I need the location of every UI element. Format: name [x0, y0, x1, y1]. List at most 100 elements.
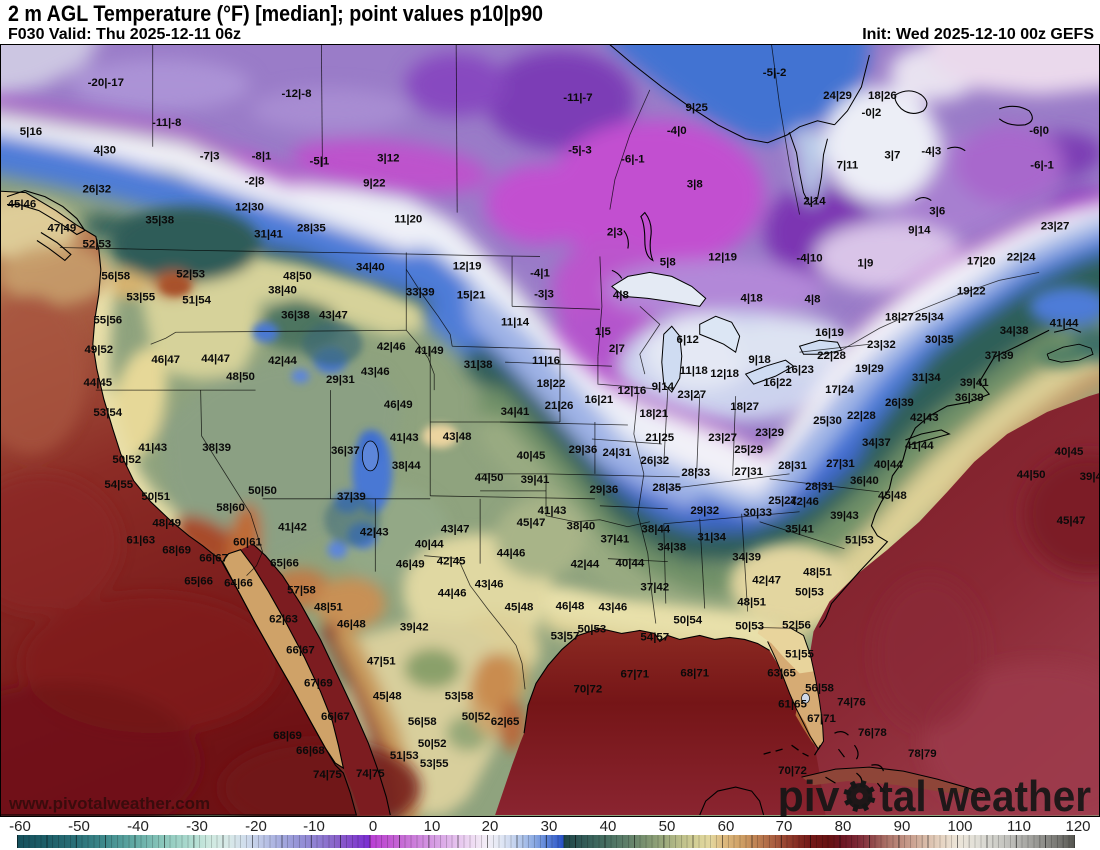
svg-text:47|49: 47|49 [48, 223, 77, 235]
svg-text:40|45: 40|45 [517, 450, 546, 462]
svg-text:67|71: 67|71 [807, 713, 836, 725]
svg-text:26|39: 26|39 [885, 397, 914, 409]
svg-text:44|46: 44|46 [497, 548, 526, 560]
svg-text:42|44: 42|44 [268, 355, 297, 367]
svg-text:58|60: 58|60 [216, 502, 245, 514]
svg-text:70|72: 70|72 [778, 765, 807, 777]
svg-text:16|19: 16|19 [815, 327, 844, 339]
svg-text:28|31: 28|31 [805, 481, 834, 493]
svg-text:26|32: 26|32 [640, 455, 669, 467]
svg-text:34|41: 34|41 [501, 406, 530, 418]
svg-text:33|39: 33|39 [406, 286, 435, 298]
svg-text:15|21: 15|21 [457, 289, 486, 301]
svg-text:44|45: 44|45 [83, 377, 112, 389]
svg-text:-4|1: -4|1 [530, 267, 550, 279]
svg-text:9|14: 9|14 [908, 225, 931, 237]
svg-text:38|44: 38|44 [641, 524, 670, 536]
svg-text:3|6: 3|6 [929, 206, 945, 218]
svg-text:61|65: 61|65 [778, 698, 807, 710]
svg-text:-5|1: -5|1 [310, 156, 330, 168]
svg-text:9|18: 9|18 [748, 354, 771, 366]
svg-text:54|55: 54|55 [104, 479, 133, 491]
svg-text:50|52: 50|52 [112, 454, 141, 466]
svg-text:40|44: 40|44 [415, 539, 444, 551]
svg-text:48|50: 48|50 [283, 270, 312, 282]
svg-text:48|51: 48|51 [737, 597, 766, 609]
svg-text:78|79: 78|79 [908, 748, 937, 760]
svg-text:11|14: 11|14 [501, 316, 530, 328]
svg-text:29|36: 29|36 [590, 484, 619, 496]
svg-text:25|30: 25|30 [813, 415, 842, 427]
svg-text:57|58: 57|58 [287, 585, 316, 597]
svg-text:39|43: 39|43 [830, 510, 859, 522]
svg-text:45|48: 45|48 [373, 690, 402, 702]
svg-text:51|53: 51|53 [390, 750, 419, 762]
svg-text:62|63: 62|63 [269, 614, 298, 626]
svg-text:28|33: 28|33 [681, 467, 710, 479]
svg-text:60|61: 60|61 [233, 537, 262, 549]
svg-text:42|47: 42|47 [752, 575, 781, 587]
svg-text:41|44: 41|44 [1050, 317, 1079, 329]
svg-text:38|40: 38|40 [567, 521, 596, 533]
svg-text:43|47: 43|47 [319, 309, 348, 321]
svg-text:3|7: 3|7 [884, 150, 900, 162]
svg-text:-7|3: -7|3 [200, 151, 220, 163]
svg-text:46|49: 46|49 [384, 399, 413, 411]
svg-text:38|44: 38|44 [392, 460, 421, 472]
svg-text:18|26: 18|26 [868, 90, 897, 102]
svg-text:36|37: 36|37 [331, 445, 360, 457]
svg-text:21|26: 21|26 [545, 400, 574, 412]
svg-text:16|23: 16|23 [785, 364, 814, 376]
svg-text:2|7: 2|7 [609, 343, 625, 355]
svg-text:48|51: 48|51 [803, 567, 832, 579]
svg-text:67|69: 67|69 [304, 677, 333, 689]
svg-text:66|67: 66|67 [286, 644, 315, 656]
svg-text:34|40: 34|40 [356, 261, 385, 273]
svg-text:-4|0: -4|0 [667, 125, 687, 137]
svg-text:7|11: 7|11 [837, 160, 859, 172]
svg-text:-6|-1: -6|-1 [621, 154, 645, 166]
svg-text:35|41: 35|41 [785, 524, 814, 536]
svg-text:-0|2: -0|2 [862, 107, 882, 119]
svg-text:74|76: 74|76 [837, 696, 866, 708]
svg-text:66|67: 66|67 [321, 711, 350, 723]
svg-text:56|58: 56|58 [408, 716, 437, 728]
svg-text:28|35: 28|35 [297, 223, 326, 235]
svg-text:34|37: 34|37 [862, 437, 891, 449]
svg-text:6|12: 6|12 [677, 334, 699, 346]
svg-text:16|22: 16|22 [763, 377, 792, 389]
svg-text:50|54: 50|54 [673, 615, 702, 627]
svg-text:52|56: 52|56 [782, 619, 811, 631]
svg-text:11|16: 11|16 [532, 355, 560, 367]
svg-text:-8|1: -8|1 [252, 151, 272, 163]
svg-text:44|50: 44|50 [1017, 469, 1046, 481]
svg-text:56|58: 56|58 [805, 682, 834, 694]
svg-text:23|27: 23|27 [1041, 221, 1070, 233]
svg-text:43|46: 43|46 [475, 579, 504, 591]
svg-text:66|67: 66|67 [199, 553, 228, 565]
svg-text:17|24: 17|24 [825, 384, 854, 396]
svg-text:37|39: 37|39 [985, 350, 1014, 362]
svg-text:50|52: 50|52 [462, 711, 491, 723]
svg-text:23|27: 23|27 [677, 389, 706, 401]
svg-text:44|47: 44|47 [201, 353, 230, 365]
svg-text:36|39: 36|39 [955, 392, 984, 404]
svg-text:43|48: 43|48 [443, 431, 472, 443]
svg-text:54|57: 54|57 [640, 631, 669, 643]
svg-text:41|49: 41|49 [415, 345, 444, 357]
svg-text:36|38: 36|38 [281, 309, 310, 321]
svg-text:30|35: 30|35 [925, 334, 954, 346]
svg-text:29|32: 29|32 [690, 505, 719, 517]
svg-text:68|69: 68|69 [273, 730, 302, 742]
svg-text:41|43: 41|43 [138, 442, 167, 454]
svg-text:-3|3: -3|3 [534, 288, 554, 300]
svg-text:-11|-8: -11|-8 [152, 117, 182, 129]
svg-text:41|43: 41|43 [390, 432, 419, 444]
svg-text:-20|-17: -20|-17 [88, 77, 124, 89]
svg-text:21|25: 21|25 [645, 432, 674, 444]
svg-text:28|35: 28|35 [652, 482, 681, 494]
svg-text:3|12: 3|12 [377, 153, 399, 165]
svg-text:-4|10: -4|10 [796, 252, 822, 264]
svg-text:3|8: 3|8 [687, 179, 704, 191]
svg-text:50|50: 50|50 [248, 485, 277, 497]
